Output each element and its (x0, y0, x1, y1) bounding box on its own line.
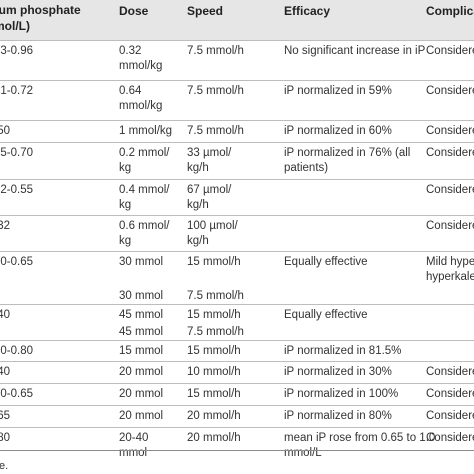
table-row: .40 20 mmol 10 mmol/h iP normalized in 30% C… (0, 361, 474, 384)
cell-complications: Considere (426, 45, 474, 57)
cell-serum-phosphate: 50-0.65 (0, 256, 34, 268)
cell-dose: 20 mmol (119, 388, 164, 400)
cell-serum-phosphate: .50 (0, 125, 10, 137)
cell-complications: Mild hype hyperkale (426, 256, 474, 283)
cell-efficacy: iP normalized in 80% (284, 410, 392, 422)
header-efficacy: Efficacy (284, 4, 331, 18)
header-dose: Dose (119, 4, 149, 18)
cell-speed: 67 µmol/kg/h (187, 184, 232, 211)
cell-serum-phosphate: 51-0.72 (0, 85, 34, 97)
cell-dose: 0.32 mmol/kg (119, 45, 163, 72)
cell-speed: 10 mmol/h (187, 366, 241, 378)
cell-complications: Considere (426, 184, 474, 196)
header-serum-phosphate: rum phosphatemol/L) (0, 3, 81, 33)
cell-serum-phosphate: .40 (0, 366, 10, 378)
cell-dose: 0.2 mmol/kg (119, 147, 170, 174)
cell-speed: 15 mmol/h (187, 345, 241, 357)
cell-serum-phosphate: 50-0.65 (0, 388, 34, 400)
cell-speed: 15 mmol/h (187, 388, 241, 400)
cell-serum-phosphate: .32 (0, 220, 10, 232)
cell-dose: 0.6 mmol/kg (119, 220, 170, 247)
cell-complications: Considere (426, 432, 474, 444)
table-row: 55-0.70 0.2 mmol/kg 33 µmol/kg/h iP normali… (0, 142, 474, 180)
cell-dose: 20 mmol (119, 410, 164, 422)
cell-dose: 15 mmol (119, 345, 164, 357)
cell-speed: 15 mmol/h (187, 309, 241, 321)
cell-speed: 7.5 mmol/h (187, 85, 244, 97)
cell-serum-phosphate: .65 (0, 410, 10, 422)
cell-complications: Considere (426, 147, 474, 159)
cell-serum-phosphate: 50-0.80 (0, 345, 34, 357)
cell-serum-phosphate: 73-0.96 (0, 45, 34, 57)
table-row: .65 20 mmol 20 mmol/h iP normalized in 80% C… (0, 405, 474, 428)
cell-complications: Considere (426, 85, 474, 97)
cell-efficacy: Equally effective (284, 309, 368, 321)
cell-speed: 7.5 mmol/h (187, 45, 244, 57)
cell-efficacy: iP normalized in 81.5% (284, 345, 402, 357)
cell-speed: 100 µmol/kg/h (187, 220, 238, 247)
cell-efficacy: No significant increase in iP (284, 45, 426, 57)
cell-serum-phosphate: 52-0.55 (0, 184, 34, 196)
cell-complications: Considere (426, 388, 474, 400)
cell-speed: 7.5 mmol/h (187, 290, 244, 302)
cell-dose: 30 mmol (119, 290, 164, 302)
cell-efficacy: iP normalized in 76% (all patients) (284, 147, 411, 174)
table-row: .40 45 mmol 15 mmol/h Equally effective (0, 304, 474, 323)
cell-complications: Considere (426, 125, 474, 137)
table-row: 45 mmol 7.5 mmol/h (0, 322, 474, 340)
table-row: 50-0.65 30 mmol 15 mmol/h Equally effective… (0, 251, 474, 287)
cell-dose: 30 mmol (119, 256, 164, 268)
cell-speed: 7.5 mmol/h (187, 125, 244, 137)
cell-dose: 1 mmol/kg (119, 125, 173, 137)
cell-speed: 15 mmol/h (187, 256, 241, 268)
cell-dose: 20 mmol (119, 366, 164, 378)
cell-efficacy: mean iP rose from 0.65 to 1.0 mmol/L (284, 432, 436, 459)
table-row: .32 0.6 mmol/kg 100 µmol/kg/h Considere (0, 215, 474, 252)
table-row: 50-0.80 15 mmol 15 mmol/h iP normalized in … (0, 340, 474, 362)
cell-serum-phosphate: .40 (0, 309, 10, 321)
cell-efficacy: iP normalized in 59% (284, 85, 392, 97)
cell-speed: 20 mmol/h (187, 432, 241, 444)
table-row: 50-0.65 20 mmol 15 mmol/h iP normalized in … (0, 383, 474, 406)
cell-efficacy: iP normalized in 60% (284, 125, 392, 137)
cell-dose: 0.64 mmol/kg (119, 85, 163, 112)
cell-dose: 45 mmol (119, 309, 164, 321)
cell-serum-phosphate: 55-0.70 (0, 147, 34, 159)
table-header: rum phosphatemol/L) Dose Speed Efficacy … (0, 0, 474, 40)
table-row: 30 mmol 7.5 mmol/h (0, 286, 474, 304)
header-complications: Complica (426, 4, 474, 18)
cell-speed: 33 µmol/kg/h (187, 147, 232, 174)
table-row: 52-0.55 0.4 mmol/kg 67 µmol/kg/h Considere (0, 179, 474, 216)
cell-dose: 20-40 mmol (119, 432, 149, 459)
header-speed: Speed (187, 4, 224, 18)
table-row: .50 1 mmol/kg 7.5 mmol/h iP normalized in 6… (0, 120, 474, 143)
cell-serum-phosphate: .80 (0, 432, 10, 444)
cell-efficacy: iP normalized in 100% (284, 388, 399, 400)
cell-complications: Considere (426, 220, 474, 232)
cell-dose: 45 mmol (119, 326, 164, 338)
cell-speed: 7.5 mmol/h (187, 326, 244, 338)
footnote: te. (0, 460, 9, 472)
cell-efficacy: Equally effective (284, 256, 368, 268)
cell-dose: 0.4 mmol/kg (119, 184, 170, 211)
cell-efficacy: iP normalized in 30% (284, 366, 392, 378)
cell-complications: Considere (426, 366, 474, 378)
cell-speed: 20 mmol/h (187, 410, 241, 422)
cell-complications: Considere (426, 410, 474, 422)
table-bottom-rule (0, 450, 474, 451)
